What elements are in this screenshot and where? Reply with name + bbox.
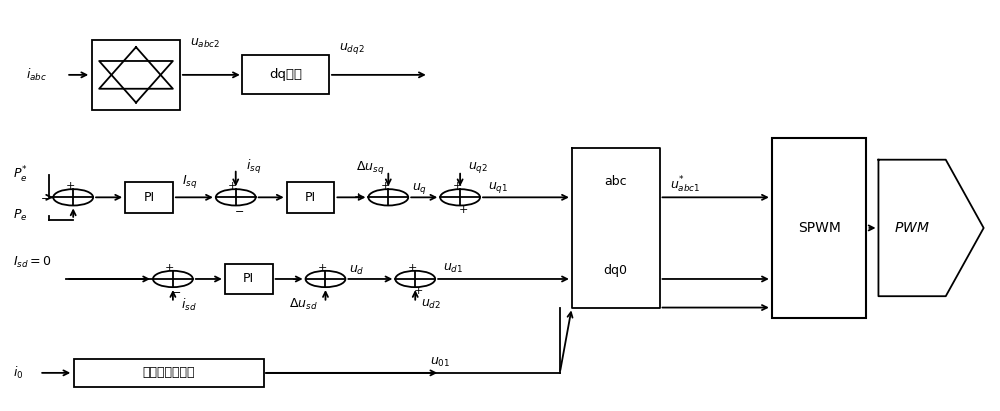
Text: $u_{q1}$: $u_{q1}$ [488,180,508,195]
Text: 比例谐振控制器: 比例谐振控制器 [143,366,195,379]
Text: dq变换: dq变换 [269,68,302,81]
FancyBboxPatch shape [772,138,866,318]
Text: +: + [408,263,417,272]
Text: $u_{q2}$: $u_{q2}$ [468,160,488,175]
Text: +: + [354,192,363,201]
Text: $i_{sd}$: $i_{sd}$ [181,297,197,313]
Text: $u_{d}$: $u_{d}$ [349,263,365,277]
Text: $i_{0}$: $i_{0}$ [13,365,24,381]
Text: $u_{d2}$: $u_{d2}$ [421,298,441,311]
Text: dq0: dq0 [604,264,628,277]
Text: $P_{e}^{*}$: $P_{e}^{*}$ [13,165,28,185]
Text: +: + [228,181,237,191]
Text: PI: PI [143,191,155,204]
Text: $u_{d1}$: $u_{d1}$ [443,262,463,275]
Text: $P_{e}$: $P_{e}$ [13,208,28,223]
Text: $-$: $-$ [171,286,181,296]
FancyBboxPatch shape [125,182,173,212]
Text: +: + [414,286,423,296]
Polygon shape [878,160,984,296]
Text: $u_{abc2}$: $u_{abc2}$ [190,37,220,51]
Text: +: + [458,205,468,215]
Text: +: + [165,263,175,272]
FancyBboxPatch shape [74,359,264,387]
Text: $u_{dq2}$: $u_{dq2}$ [339,42,365,56]
Text: $I_{sd}=0$: $I_{sd}=0$ [13,255,52,270]
FancyBboxPatch shape [225,264,273,294]
Text: $\Delta u_{sq}$: $\Delta u_{sq}$ [356,159,384,176]
Text: $u_{01}$: $u_{01}$ [430,356,450,369]
Text: $-$: $-$ [291,273,301,283]
Text: PI: PI [243,272,254,286]
Text: $u_{q}$: $u_{q}$ [412,181,427,196]
Text: abc: abc [604,175,627,187]
Text: $-$: $-$ [234,205,244,215]
Text: +: + [318,263,327,272]
Text: SPWM: SPWM [798,221,841,235]
Text: +: + [66,181,75,191]
Text: +: + [452,181,462,191]
FancyBboxPatch shape [242,55,329,94]
Text: PI: PI [305,191,316,204]
Text: $\Delta u_{sd}$: $\Delta u_{sd}$ [289,297,318,312]
Text: $i_{sq}$: $i_{sq}$ [246,158,261,176]
FancyBboxPatch shape [92,40,180,110]
Text: $u_{abc1}^{*}$: $u_{abc1}^{*}$ [670,175,700,195]
Text: $\it{PWM}$: $\it{PWM}$ [894,221,930,235]
Text: $I_{sq}$: $I_{sq}$ [182,173,197,190]
FancyBboxPatch shape [287,182,334,212]
Text: +: + [381,181,390,191]
Text: $-$: $-$ [40,192,50,201]
Text: $i_{abc}$: $i_{abc}$ [26,67,47,83]
